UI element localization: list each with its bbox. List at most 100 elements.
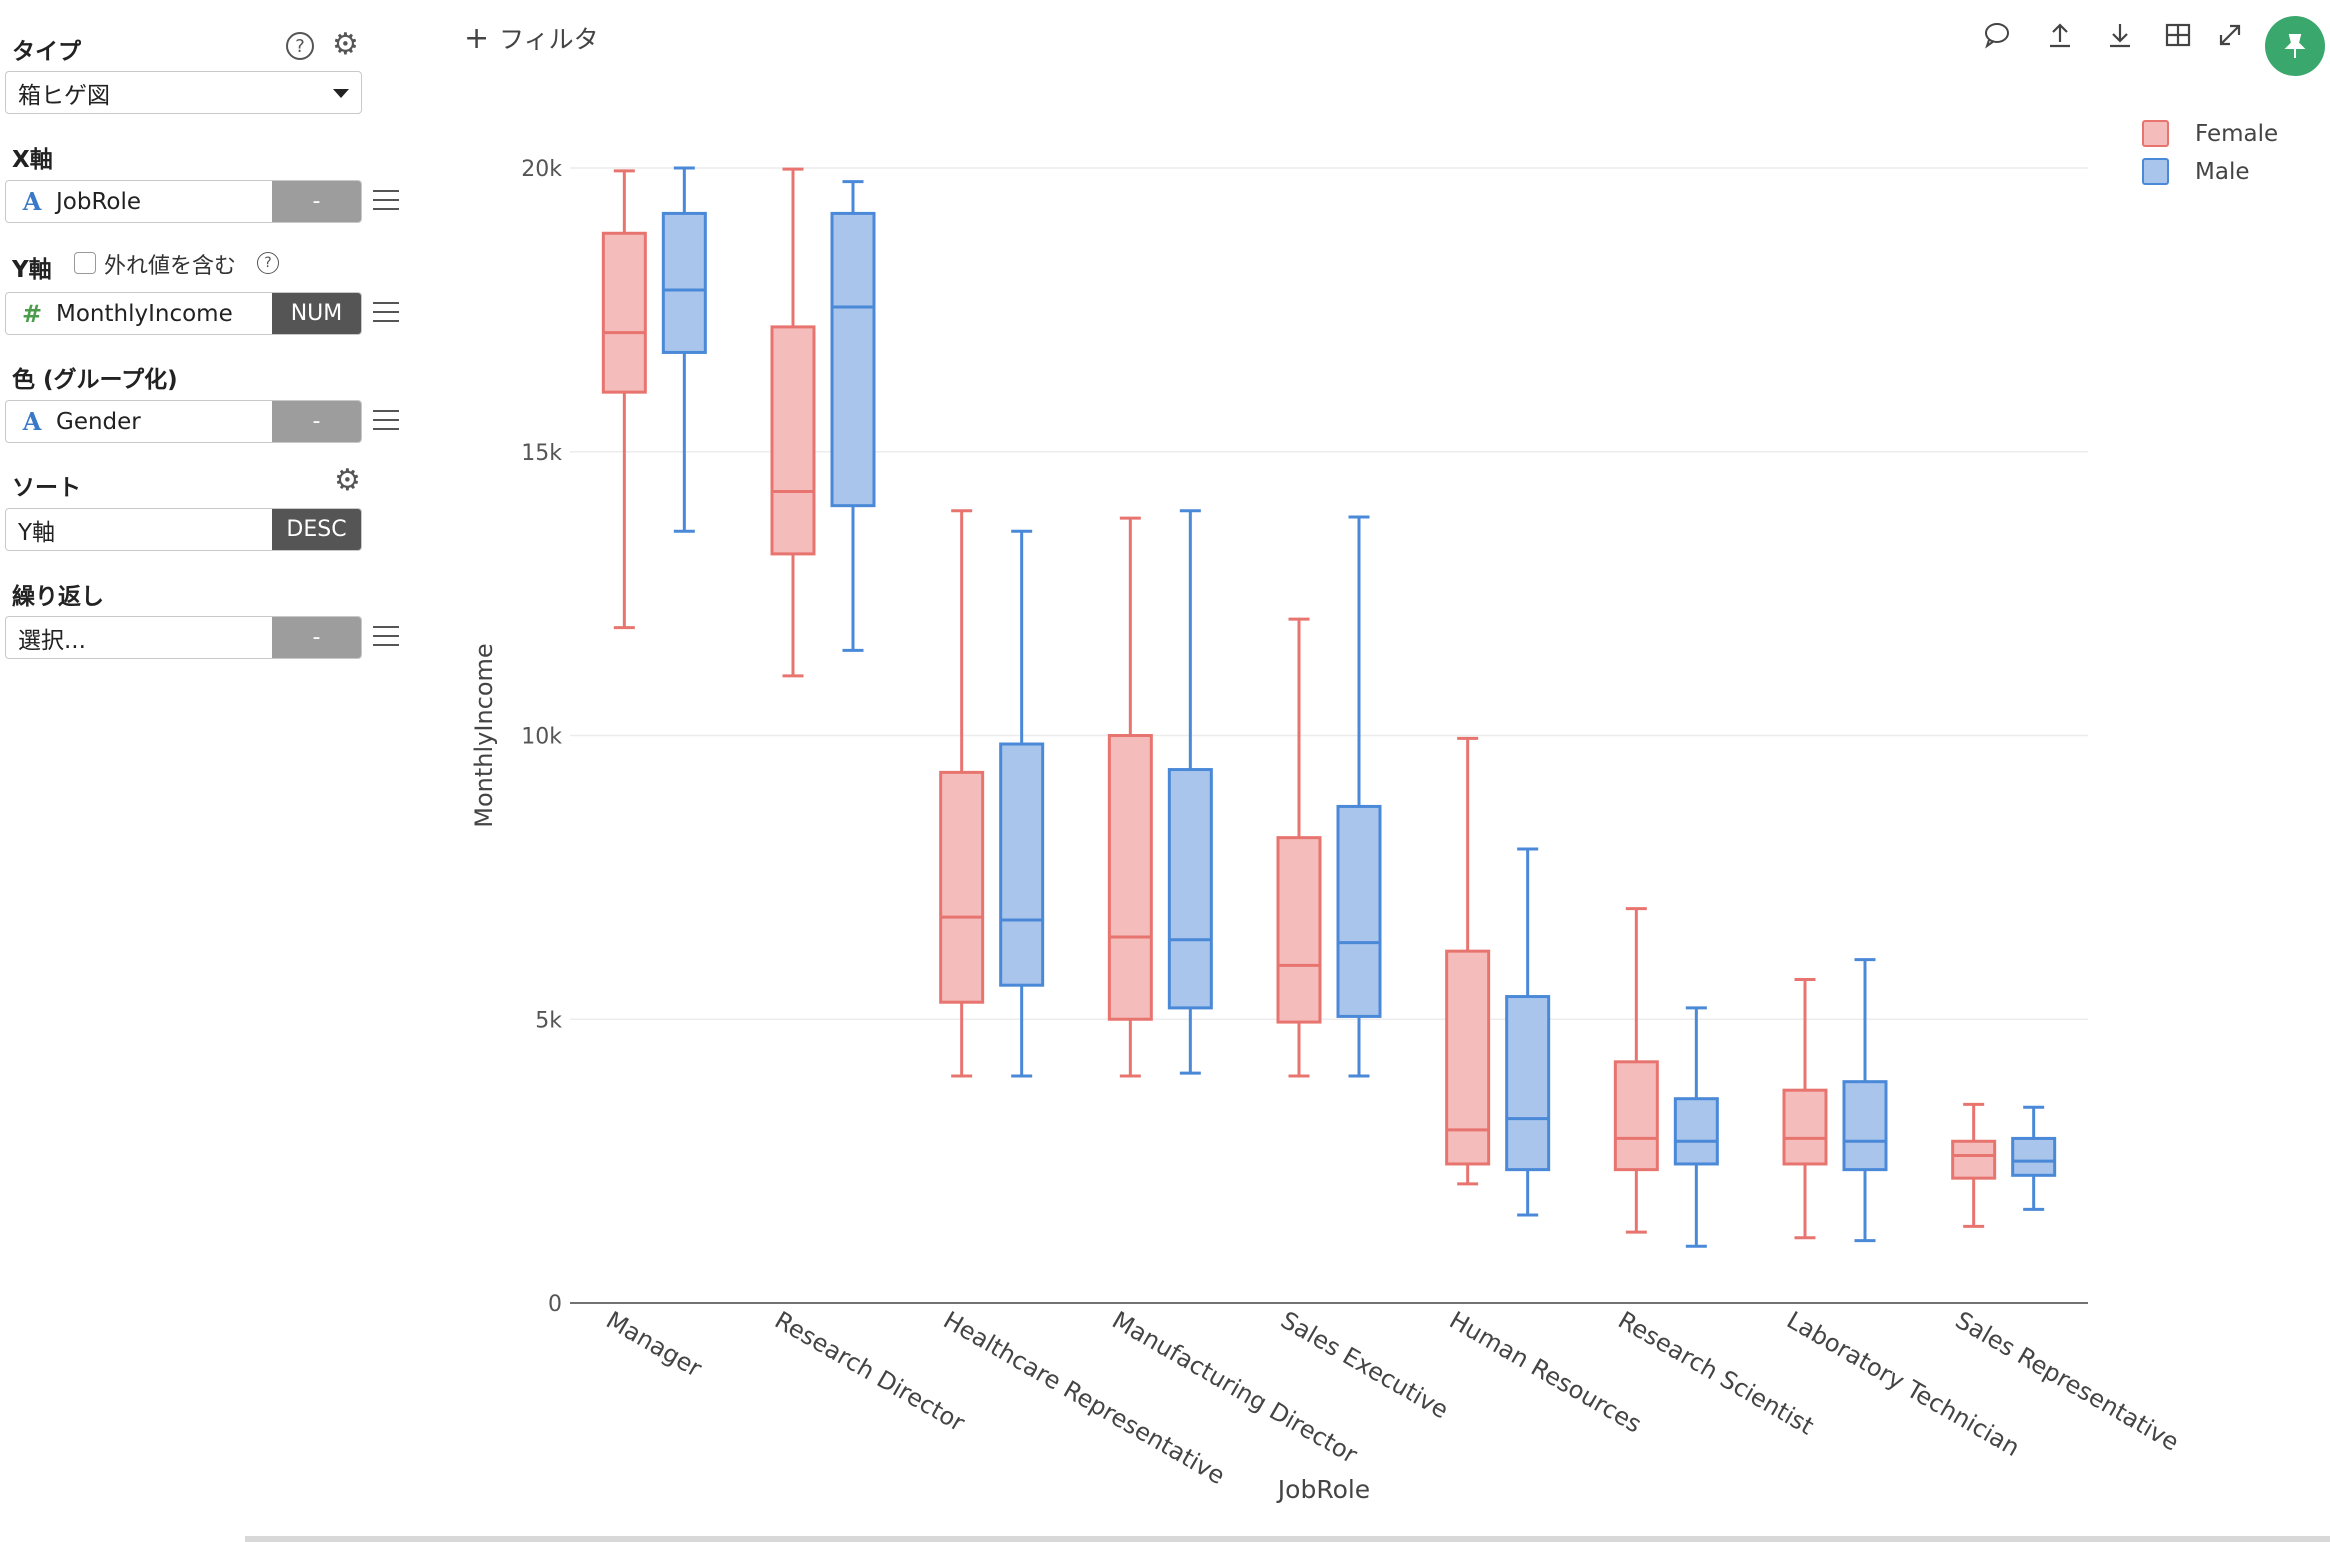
x-axis-option-button[interactable]: - xyxy=(272,181,361,222)
x-axis-label: X軸 xyxy=(12,147,53,173)
sort-field-name: Y軸 xyxy=(18,519,56,546)
box-female xyxy=(1107,516,1153,1078)
repeat-label: 繰り返し xyxy=(12,584,104,610)
iqr-box xyxy=(1842,1080,1888,1172)
x-tick-label: Research Director xyxy=(770,1306,970,1437)
color-field[interactable]: A Gender - xyxy=(5,400,362,443)
menu-icon[interactable] xyxy=(373,302,399,322)
box-male xyxy=(1336,515,1382,1078)
expand-icon[interactable] xyxy=(2212,20,2248,58)
chart-type-select[interactable]: 箱ヒゲ図 xyxy=(5,71,362,114)
horizontal-scrollbar[interactable] xyxy=(245,1536,2330,1542)
legend-label-male: Male xyxy=(2195,158,2250,185)
box-female xyxy=(770,167,816,678)
upload-icon[interactable] xyxy=(2042,20,2078,58)
settings-sidebar: タイプ ? ⚙ 箱ヒゲ図 X軸 A JobRole - Y軸 外れ値を含む ? … xyxy=(0,0,410,1542)
pin-icon[interactable] xyxy=(2265,16,2325,76)
menu-icon[interactable] xyxy=(373,190,399,210)
y-tick-label: 10k xyxy=(521,725,562,750)
add-filter-button[interactable]: + フィルタ xyxy=(464,20,599,56)
download-icon[interactable] xyxy=(2102,20,2138,58)
sort-direction-button[interactable]: DESC xyxy=(272,509,361,550)
y-axis-title: MonthlyIncome xyxy=(470,643,498,827)
y-tick-label: 0 xyxy=(548,1292,562,1317)
y-axis-field[interactable]: # MonthlyIncome NUM xyxy=(5,292,362,335)
iqr-box xyxy=(1782,1088,1828,1166)
iqr-box xyxy=(1167,768,1213,1010)
box-female xyxy=(1613,907,1659,1234)
iqr-box xyxy=(1505,995,1551,1172)
x-axis-title: JobRole xyxy=(1276,1475,1370,1504)
iqr-box xyxy=(999,742,1045,987)
y-tick-label: 20k xyxy=(521,157,562,182)
box-male xyxy=(1842,958,1888,1243)
box-female xyxy=(1782,978,1828,1240)
outlier-checkbox[interactable] xyxy=(74,252,96,274)
chart-type-value: 箱ヒゲ図 xyxy=(18,82,110,109)
repeat-placeholder: 選択... xyxy=(18,627,86,654)
x-axis-field[interactable]: A JobRole - xyxy=(5,180,362,223)
iqr-box xyxy=(1276,836,1322,1024)
help-icon[interactable]: ? xyxy=(286,32,314,60)
type-label: タイプ xyxy=(12,39,81,65)
x-tick-label: Manager xyxy=(601,1306,706,1383)
comment-icon[interactable] xyxy=(1979,20,2015,58)
box-male xyxy=(661,166,707,533)
box-male xyxy=(1505,847,1551,1217)
legend-label-female: Female xyxy=(2195,120,2279,147)
iqr-box xyxy=(1445,949,1491,1166)
table-icon[interactable] xyxy=(2160,20,2196,58)
help-icon[interactable]: ? xyxy=(257,252,279,274)
box-female xyxy=(601,169,647,630)
gear-icon[interactable]: ⚙ xyxy=(334,463,361,498)
menu-icon[interactable] xyxy=(373,410,399,430)
y-axis-field-name: MonthlyIncome xyxy=(56,300,233,327)
repeat-option-button[interactable]: - xyxy=(272,617,361,658)
dropdown-arrow-icon xyxy=(333,89,349,98)
number-type-icon: # xyxy=(21,299,43,328)
color-option-button[interactable]: - xyxy=(272,401,361,442)
iqr-box xyxy=(939,770,985,1004)
y-tick-label: 15k xyxy=(521,441,562,466)
legend-swatch-female xyxy=(2142,120,2169,147)
iqr-box xyxy=(2011,1136,2057,1177)
iqr-box xyxy=(1951,1139,1997,1180)
y-axis-aggregation-button[interactable]: NUM xyxy=(272,293,361,334)
iqr-box xyxy=(1613,1060,1659,1172)
box-male xyxy=(2011,1105,2057,1211)
legend-item-female[interactable]: Female xyxy=(2142,120,2278,147)
iqr-box xyxy=(661,211,707,354)
legend-item-male[interactable]: Male xyxy=(2142,158,2249,185)
color-group-label: 色 (グループ化) xyxy=(12,367,178,393)
x-tick-label: Healthcare Representative xyxy=(939,1306,1230,1490)
x-tick-label: Sales Executive xyxy=(1276,1306,1453,1424)
repeat-field[interactable]: 選択... - xyxy=(5,616,362,659)
iqr-box xyxy=(770,325,816,556)
gear-icon[interactable]: ⚙ xyxy=(332,27,359,62)
iqr-box xyxy=(1107,734,1153,1021)
filter-label: フィルタ xyxy=(499,25,599,54)
sort-label: ソート xyxy=(12,475,81,501)
plus-icon: + xyxy=(464,21,490,56)
sort-field[interactable]: Y軸 DESC xyxy=(5,508,362,551)
box-female xyxy=(1276,617,1322,1078)
iqr-box xyxy=(830,211,876,508)
box-female xyxy=(1951,1102,1997,1228)
menu-icon[interactable] xyxy=(373,626,399,646)
iqr-box xyxy=(601,231,647,394)
x-axis-field-name: JobRole xyxy=(56,188,142,215)
y-tick-label: 5k xyxy=(535,1008,562,1033)
color-field-name: Gender xyxy=(56,408,141,435)
box-female xyxy=(939,509,985,1078)
box-female xyxy=(1445,736,1491,1186)
iqr-box xyxy=(1336,804,1382,1018)
text-type-icon: A xyxy=(22,187,42,216)
outlier-label: 外れ値を含む xyxy=(104,254,237,279)
legend-swatch-male xyxy=(2142,158,2169,185)
text-type-icon: A xyxy=(22,407,42,436)
box-male xyxy=(999,529,1045,1078)
box-male xyxy=(830,180,876,652)
box-male xyxy=(1673,1006,1719,1248)
iqr-box xyxy=(1673,1097,1719,1166)
